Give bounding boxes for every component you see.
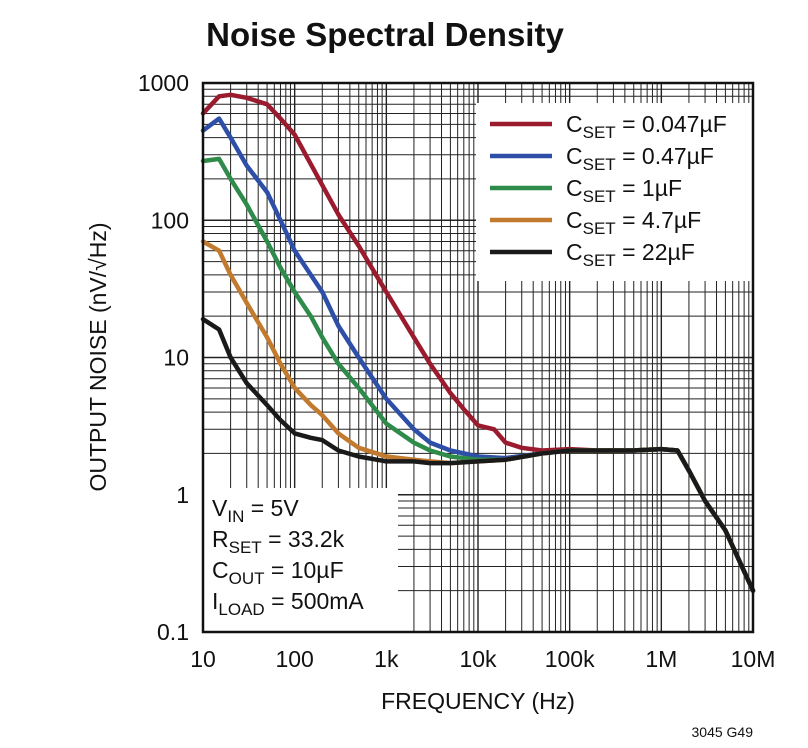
condition-4: ILOAD = 500mA [212, 588, 364, 619]
x-tick-label-7: 10M [731, 646, 776, 672]
y-tick-label-4: 1 [176, 482, 189, 508]
x-tick-labels: 10 100 1k 10k 100k 1M 10M [190, 646, 775, 672]
x-tick-label-1: 10 [190, 646, 216, 672]
legend-label-4: CSET = 4.7µF [566, 207, 701, 238]
y-tick-label-5: 0.1 [157, 619, 189, 645]
series-layer [200, 92, 756, 593]
y-tick-label-1: 1000 [138, 70, 189, 96]
legend-label-5: CSET = 22µF [566, 239, 695, 270]
figure-code: 3045 G49 [692, 724, 754, 740]
y-tick-labels: 1000 100 10 1 0.1 [138, 70, 189, 645]
x-axis-label: FREQUENCY (Hz) [381, 688, 575, 714]
condition-3: COUT = 10µF [212, 557, 344, 588]
y-tick-label-3: 10 [163, 345, 189, 371]
chart-title: Noise Spectral Density [206, 16, 564, 53]
x-tick-label-3: 1k [374, 646, 399, 672]
x-tick-label-5: 100k [545, 646, 595, 672]
series-line-5 [200, 316, 756, 593]
x-tick-label-4: 10k [459, 646, 497, 672]
x-tick-label-6: 1M [645, 646, 677, 672]
y-tick-label-2: 100 [151, 207, 189, 233]
legend-label-1: CSET = 0.047µF [566, 111, 727, 142]
y-axis-label: OUTPUT NOISE (nV/√Hz) [85, 222, 111, 491]
x-tick-label-2: 100 [275, 646, 313, 672]
plot-frame [201, 81, 755, 634]
condition-1: VIN = 5V [212, 495, 299, 526]
condition-2: RSET = 33.2k [212, 526, 345, 557]
legend-label-3: CSET = 1µF [566, 175, 682, 206]
conditions-background [204, 488, 398, 631]
legend-label-2: CSET = 0.47µF [566, 143, 714, 174]
